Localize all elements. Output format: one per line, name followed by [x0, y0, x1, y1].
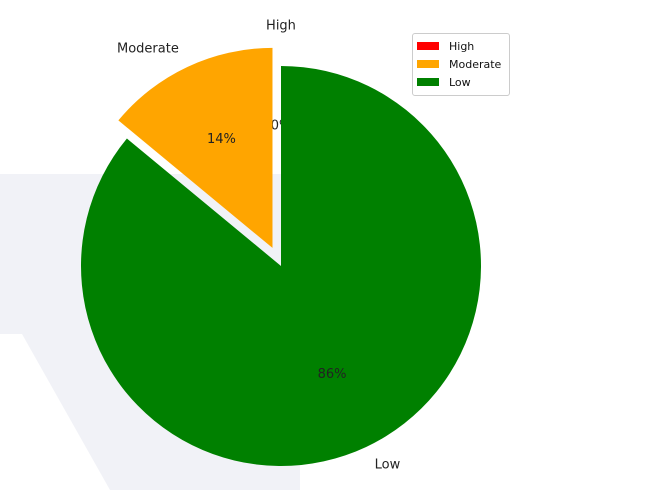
pie-slice-low [80, 66, 482, 466]
legend-item-moderate: Moderate [413, 55, 509, 73]
slice-label-high: High [266, 19, 296, 34]
legend-swatch-low [417, 78, 439, 86]
legend-swatch-high [417, 42, 439, 50]
legend-label-low: Low [449, 75, 471, 89]
legend-swatch-moderate [417, 60, 439, 68]
legend-label-moderate: Moderate [449, 57, 502, 71]
legend: High Moderate Low [412, 33, 510, 96]
pie-slice-moderate [118, 47, 273, 248]
slice-label-moderate: Moderate [117, 41, 179, 56]
slice-percent-moderate: 14% [207, 132, 236, 147]
legend-item-low: Low [413, 73, 509, 91]
legend-item-high: High [413, 37, 509, 55]
slice-label-low: Low [375, 458, 401, 473]
legend-label-high: High [449, 39, 475, 53]
slice-percent-low: 86% [318, 367, 347, 382]
